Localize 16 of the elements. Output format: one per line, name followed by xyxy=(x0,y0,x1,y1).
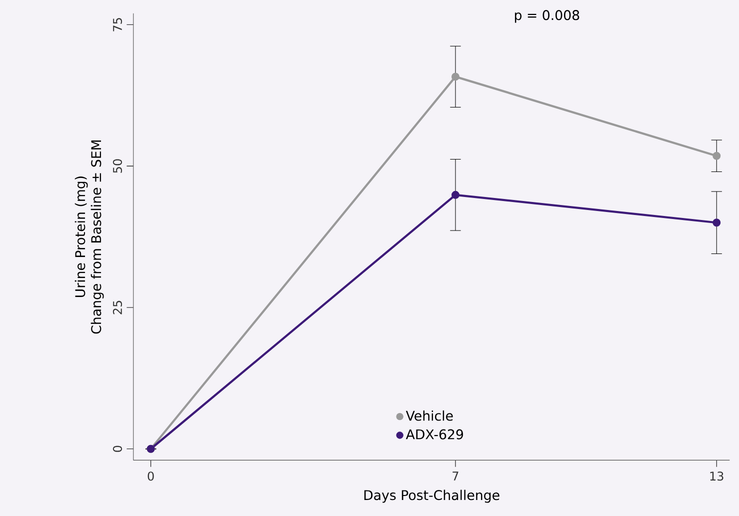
y-tick-label: 50 xyxy=(112,159,122,173)
y-tick-label: 0 xyxy=(112,446,122,452)
x-axis-title: Days Post-Challenge xyxy=(364,490,500,503)
legend-label: Vehicle xyxy=(406,410,453,421)
x-tick-label: 7 xyxy=(452,471,458,480)
y-tick-label: 75 xyxy=(113,18,122,32)
y-axis-title: Urine Protein (mg) Change from Baseline ± SEM xyxy=(74,140,104,334)
point xyxy=(712,152,721,160)
point xyxy=(451,190,460,199)
point xyxy=(712,218,721,227)
legend-label: ADX-629 xyxy=(406,429,464,440)
annotation: p = 0.008 xyxy=(514,10,580,23)
point xyxy=(451,72,460,81)
x-tick-label: 0 xyxy=(148,471,154,481)
x-tick-label: 13 xyxy=(710,471,724,481)
y-tick-label: 25 xyxy=(112,300,122,314)
